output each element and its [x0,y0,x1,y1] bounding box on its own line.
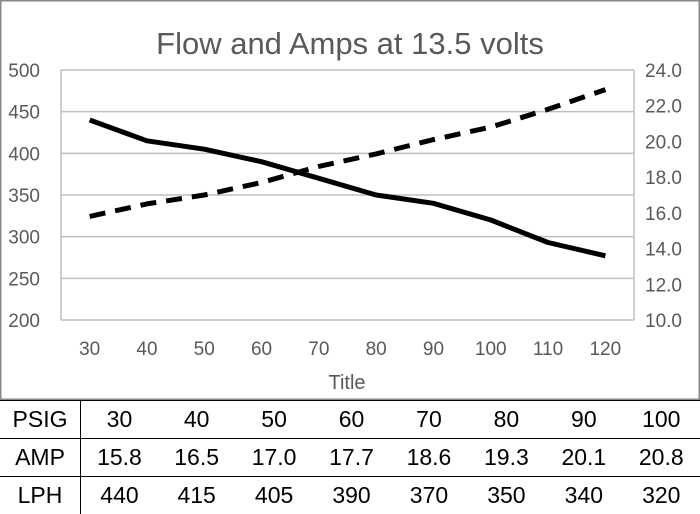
x-tick-label: 50 [194,339,215,360]
x-axis-label: Title [328,372,365,394]
row-label: PSIG [0,401,81,439]
chart-frame: Flow and Amps at 13.5 volts 200 250 300 350… [0,0,700,400]
x-tick-label: 40 [136,339,157,360]
table-cell: 30 [81,401,158,439]
x-tick-label: 110 [533,339,563,360]
left-tick-label: 400 [8,144,40,165]
table-cell: 20.8 [623,439,700,477]
left-tick-label: 250 [8,269,40,290]
chart-title: Flow and Amps at 13.5 volts [156,26,544,61]
table-cell: 19.3 [468,439,545,477]
right-tick-label: 12.0 [645,275,682,296]
left-tick-label: 300 [8,228,40,249]
x-tick-label: 80 [366,339,387,360]
table-cell: 18.6 [390,439,467,477]
right-tick-label: 18.0 [645,168,682,189]
table-cell: 350 [468,477,545,514]
left-tick-label: 500 [8,61,40,82]
right-tick-label: 10.0 [645,311,682,332]
table-cell: 80 [468,401,545,439]
x-tick-label: 120 [589,339,621,360]
table-cell: 340 [545,477,622,514]
left-tick-label: 350 [8,186,40,207]
row-label: AMP [0,439,81,477]
left-tick-label: 450 [8,103,40,124]
table-cell: 405 [235,477,312,514]
table-cell: 17.0 [235,439,312,477]
right-tick-label: 14.0 [645,240,682,261]
x-tick-label: 70 [308,339,329,360]
x-tick-label: 90 [423,339,444,360]
table-cell: 90 [545,401,622,439]
table-cell: 370 [390,477,467,514]
x-tick-label: 60 [251,339,272,360]
right-tick-label: 24.0 [645,61,682,82]
x-tick-label: 30 [79,339,100,360]
left-tick-label: 200 [8,311,40,332]
table-cell: 16.5 [158,439,235,477]
right-tick-label: 22.0 [645,97,682,118]
table-cell: 415 [158,477,235,514]
table-cell: 50 [235,401,312,439]
right-tick-label: 16.0 [645,204,682,225]
table-cell: 15.8 [81,439,158,477]
table-cell: 20.1 [545,439,622,477]
right-tick-label: 20.0 [645,132,682,153]
table-cell: 100 [623,401,700,439]
x-tick-label: 100 [475,339,507,360]
chart-svg: Flow and Amps at 13.5 volts 200 250 300 350… [0,0,700,400]
table-cell: 320 [623,477,700,514]
table-cell: 40 [158,401,235,439]
table-cell: 440 [81,477,158,514]
table-cell: 17.7 [313,439,390,477]
table-cell: 70 [390,401,467,439]
row-label: LPH [0,477,81,514]
table-cell: 60 [313,401,390,439]
table-cell: 390 [313,477,390,514]
